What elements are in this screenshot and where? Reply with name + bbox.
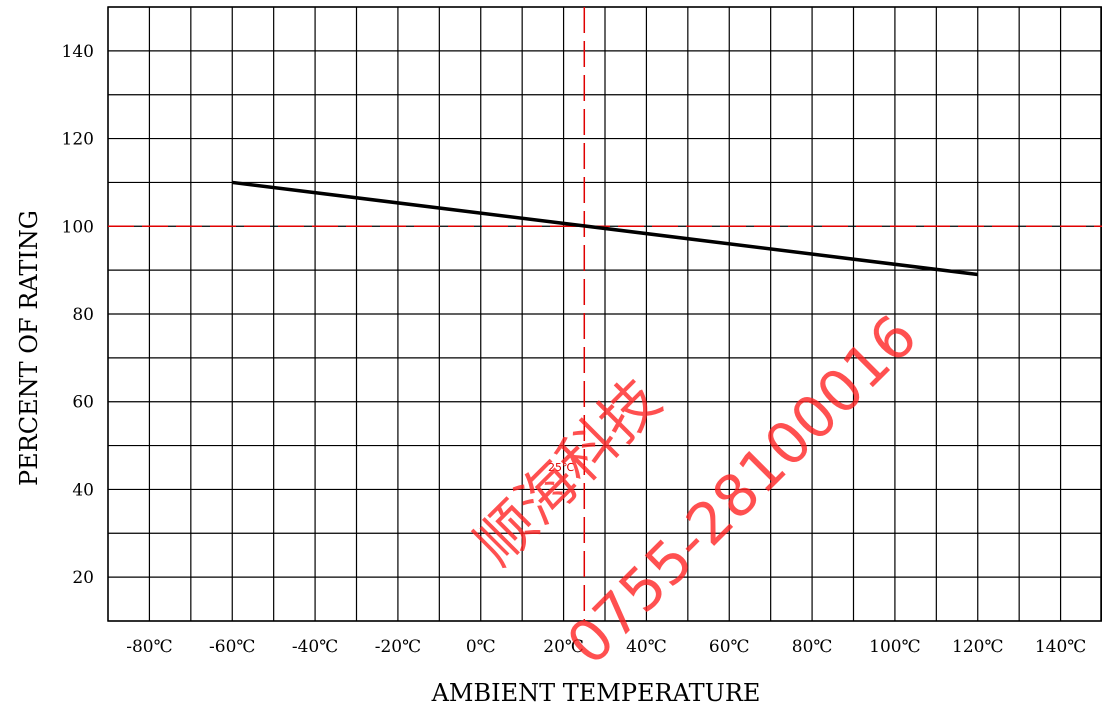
x-tick-label: 40℃ [626,637,667,657]
y-tick-label: 100 [62,217,94,237]
x-tick-label: -60℃ [209,637,255,657]
x-tick-label: 60℃ [709,637,750,657]
x-tick-label: 0℃ [466,637,496,657]
reference-lines [108,7,1102,621]
y-tick-label: 40 [72,480,94,500]
x-tick-label: 120℃ [952,637,1003,657]
y-tick-label: 140 [62,42,94,62]
x-axis-title: AMBIENT TEMPERATURE [431,679,761,707]
x-tick-label: 80℃ [792,637,833,657]
series-line [232,180,978,277]
x-tick-labels: -80℃ -60℃ -40℃ -20℃ 0℃ 20℃ 40℃ 60℃ 80℃ 100℃ 120℃ 14… [126,637,1086,657]
y-tick-label: 60 [72,393,94,413]
reference-label-25c: 25℃ [548,461,574,474]
x-tick-label: 20℃ [543,637,584,657]
y-tick-label: 80 [72,305,94,325]
x-tick-label: 100℃ [869,637,920,657]
y-axis-title: PERCENT OF RATING [15,210,43,486]
y-tick-label: 120 [62,130,94,150]
y-tick-label: 20 [72,568,94,588]
x-tick-label: 140℃ [1035,637,1086,657]
x-tick-label: -40℃ [292,637,338,657]
x-tick-label: -80℃ [126,637,172,657]
series-layer [232,180,978,277]
x-tick-label: -20℃ [375,637,421,657]
y-tick-labels: 20 40 60 80 100 120 140 [62,42,94,588]
grid [107,6,1102,622]
